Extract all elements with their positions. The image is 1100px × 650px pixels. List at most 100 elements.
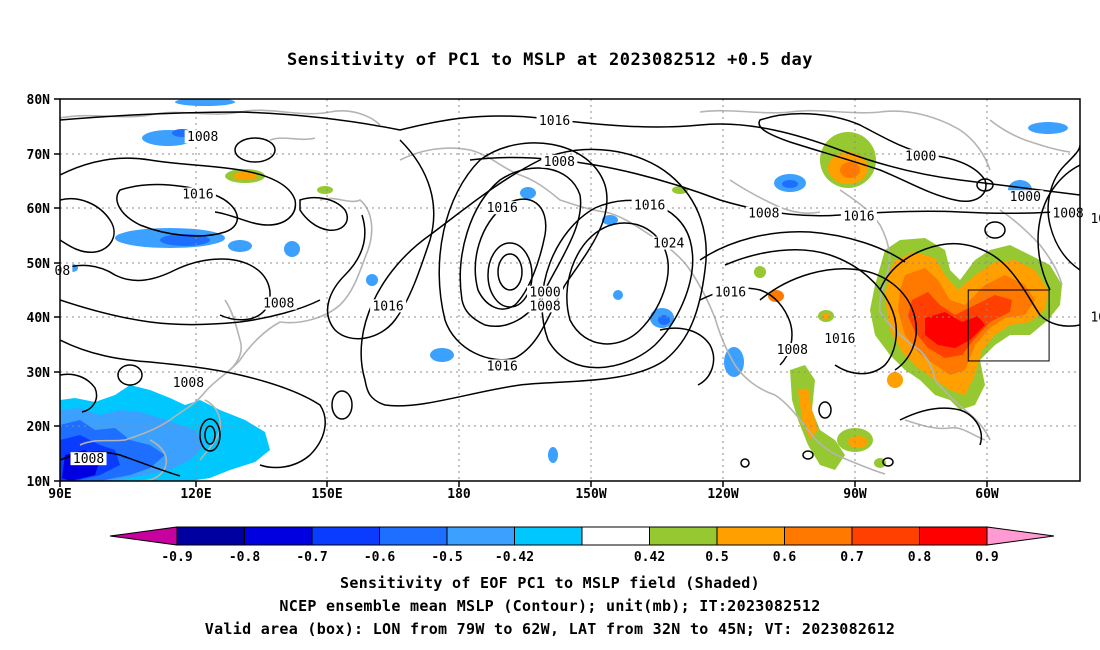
contour-label-bg <box>712 285 749 299</box>
contour-label: 1016 <box>715 286 746 301</box>
footer-shading-note: Sensitivity of EOF PC1 to MSLP field (Sh… <box>340 574 760 592</box>
contour-label-bg <box>536 113 573 127</box>
colorbar-low-tip <box>109 526 178 546</box>
lon-label: 90W <box>843 487 867 502</box>
footer-contour-note: NCEP ensemble mean MSLP (Contour); unit(… <box>279 597 821 615</box>
contour-label: 1008 <box>1052 207 1083 222</box>
contour-label-bg <box>179 187 216 201</box>
colorbar-swatch <box>176 526 245 546</box>
map-frame <box>59 98 1081 482</box>
contour-label: 1016 <box>634 198 665 213</box>
contour-label-bg <box>370 299 407 313</box>
colorbar-label: 0.7 <box>840 550 863 565</box>
mslp-contours <box>60 111 1080 477</box>
colorbar-swatch <box>716 526 785 546</box>
lat-label: 70N <box>27 148 51 163</box>
lat-label: 10N <box>27 475 51 490</box>
colorbar-label: 0.6 <box>773 550 797 565</box>
colorbar-label: -0.5 <box>431 550 462 565</box>
lon-label: 90E <box>48 487 71 502</box>
lon-label: 120W <box>707 487 738 502</box>
colorbar-high-tip <box>986 526 1055 546</box>
contour-label: 1008 <box>173 376 204 391</box>
contour-label-bg <box>650 236 687 250</box>
lat-label: 80N <box>27 93 51 108</box>
lat-label: 60N <box>27 202 51 217</box>
colorbar-swatch <box>851 526 920 546</box>
lat-label: 20N <box>27 420 51 435</box>
contour-label: 1016 <box>843 209 874 224</box>
lat-label: 30N <box>27 366 51 381</box>
contour-label: 1016 <box>372 299 403 314</box>
colorbar-swatch <box>514 526 583 546</box>
contour-label-bg <box>260 296 297 310</box>
colorbar-label: 0.8 <box>908 550 932 565</box>
contour-label-bg <box>1050 206 1087 220</box>
contour-label-bg <box>70 452 107 466</box>
contour-label-bg <box>1088 310 1100 324</box>
colorbar-swatch <box>784 526 853 546</box>
valid-area-box <box>967 289 1050 362</box>
contour-label: 1016 <box>1090 310 1100 325</box>
contour-label-bg <box>484 201 521 215</box>
axis-ticks <box>54 98 988 487</box>
contour-label: 1016 <box>487 359 518 374</box>
contour-label: 1000 <box>1010 190 1041 205</box>
colorbar-swatch <box>446 526 515 546</box>
colorbar-label: -0.7 <box>296 550 327 565</box>
colorbar-label: 0.5 <box>705 550 728 565</box>
colorbar-label: 0.9 <box>975 550 998 565</box>
contour-label: 1024 <box>653 237 684 252</box>
contour-label-bg <box>541 154 578 168</box>
contour-label-bg <box>527 299 564 313</box>
map-title: Sensitivity of PC1 to MSLP at 2023082512… <box>286 50 813 70</box>
contour-label: 1008 <box>777 343 808 358</box>
contour-label-bg <box>184 130 221 144</box>
longitude-labels: 90E 120E 150E 180 150W 120W 90W 60W <box>48 487 999 502</box>
contour-label: 1016 <box>182 188 213 203</box>
lat-label: 40N <box>27 311 51 326</box>
contour-label-bg <box>527 285 564 299</box>
contour-label-bg <box>631 198 668 212</box>
lat-lon-grid <box>60 99 1080 481</box>
colorbar-swatch <box>244 526 313 546</box>
contour-label-bg <box>1088 212 1100 226</box>
contour-label: 1000 <box>905 149 936 164</box>
contour-label: 1008 <box>187 130 218 145</box>
contour-label-bg <box>840 209 877 223</box>
contour-label-bg <box>52 263 73 277</box>
colorbar-label: -0.6 <box>364 550 395 565</box>
lon-label: 150W <box>575 487 606 502</box>
colorbar-label: -0.42 <box>495 550 534 565</box>
contour-label: 1008 <box>73 452 104 467</box>
contour-label-bg <box>774 343 811 357</box>
colorbar-swatch <box>581 526 650 546</box>
contour-label-bg <box>170 375 207 389</box>
contour-label: 1000 <box>529 286 560 301</box>
contour-label-bg <box>821 332 858 346</box>
contour-label: 1016 <box>487 201 518 216</box>
lon-label: 150E <box>311 487 342 502</box>
colorbar-swatch <box>311 526 380 546</box>
contour-label: 1008 <box>544 155 575 170</box>
latitude-labels: 80N 70N 60N 50N 40N 30N 20N 10N <box>27 93 51 490</box>
contour-label: 1008 <box>529 299 560 314</box>
contour-label: 1016 <box>824 332 855 347</box>
colorbar: -0.9 -0.8 -0.7 -0.6 -0.5 -0.42 0.42 0.5 0.6 0.7 0.… <box>109 526 1055 565</box>
colorbar-label: -0.9 <box>161 550 192 565</box>
contour-label: 1016 <box>539 114 570 129</box>
contour-label: 1008 <box>263 297 294 312</box>
contour-label-bg <box>1007 190 1044 204</box>
colorbar-label: -0.8 <box>229 550 260 565</box>
lat-label: 50N <box>27 257 51 272</box>
lon-label: 60W <box>975 487 999 502</box>
lon-label: 180 <box>447 487 471 502</box>
contour-label-bg <box>484 359 521 373</box>
contour-labels: 1008 1016 08 1008 1016 1008 1008 1016 1008 1016 10… <box>52 113 1100 467</box>
contour-label: 1008 <box>748 207 779 222</box>
colorbar-swatch <box>649 526 718 546</box>
contour-label: 1016 <box>1090 212 1100 227</box>
footer-valid-area-note: Valid area (box): LON from 79W to 62W, L… <box>204 620 896 638</box>
contour-label: 08 <box>55 264 71 279</box>
